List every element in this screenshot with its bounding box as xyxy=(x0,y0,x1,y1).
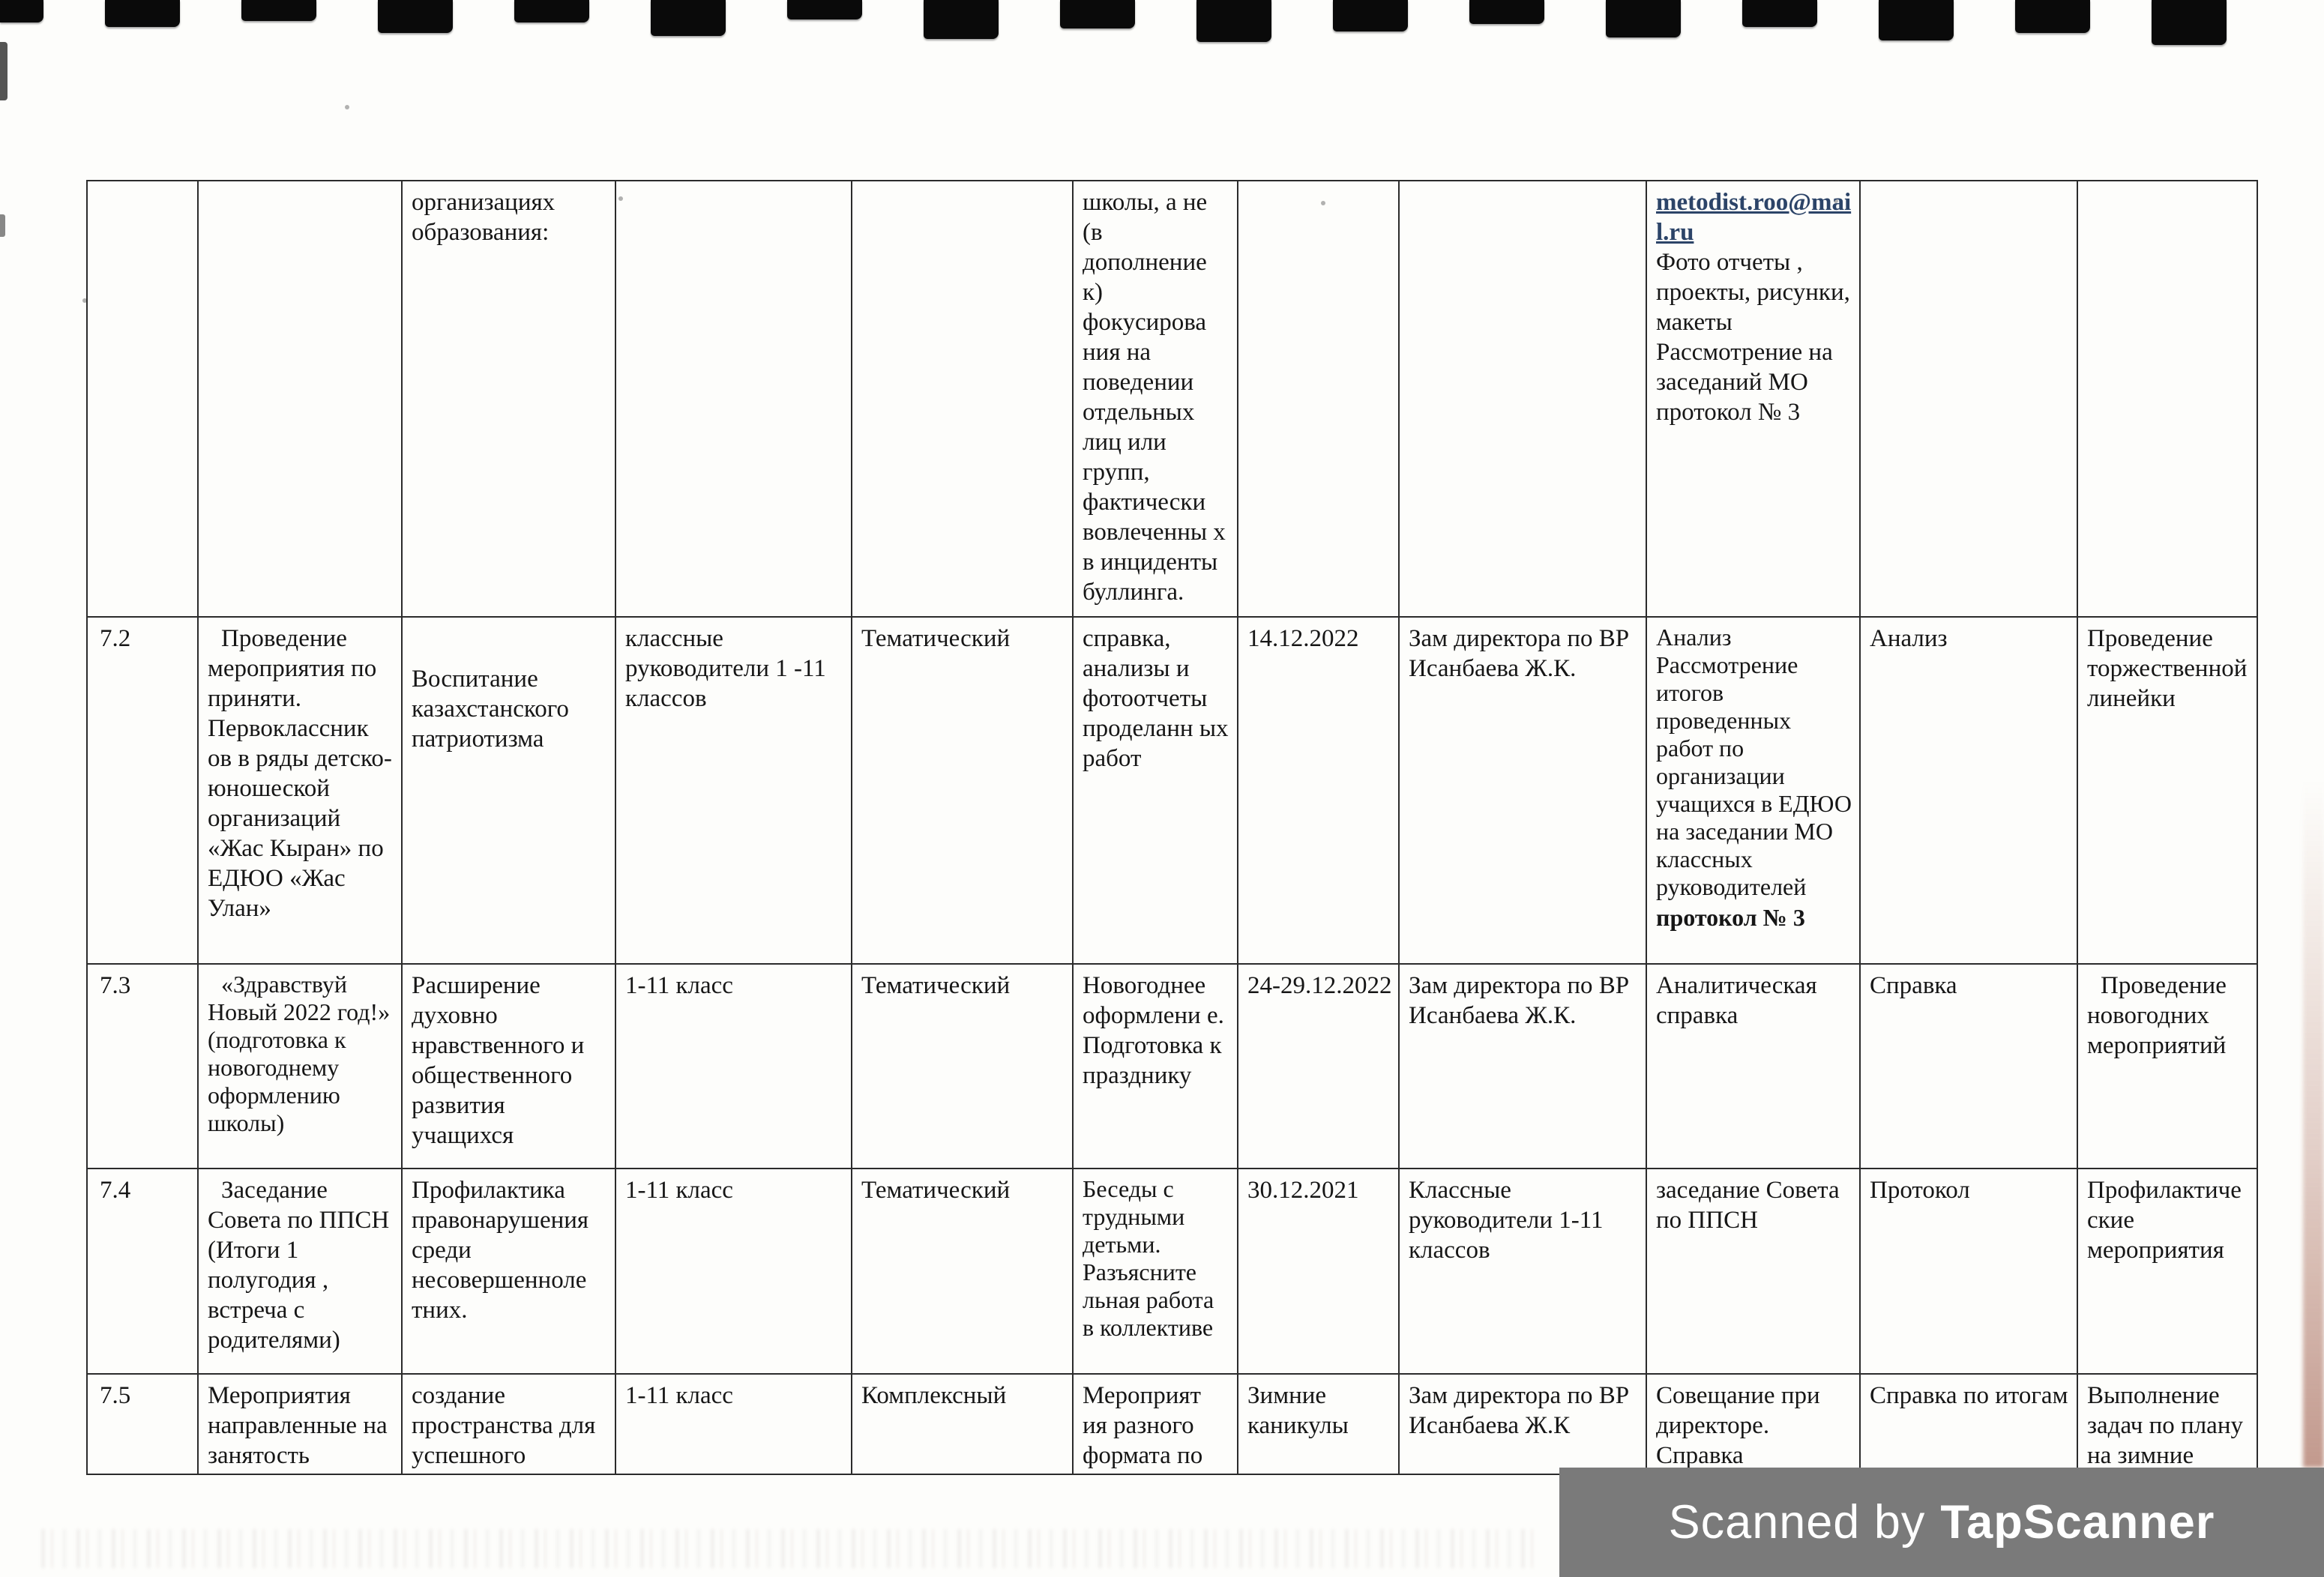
cell-type: Тематический xyxy=(851,616,1074,965)
cell-completion: Справка xyxy=(1859,963,2078,1169)
scan-edge-mark xyxy=(0,214,5,237)
binding-hole-mark xyxy=(1469,0,1544,24)
cell-activity: Проведение мероприятия по приняти. Перво… xyxy=(197,616,403,965)
cell-form: Новогоднее оформлени е. Подготовка к пра… xyxy=(1072,963,1238,1169)
cell-goal: Воспитание казахстанского патриотизма xyxy=(401,616,616,965)
cell-number: 7.4 xyxy=(86,1168,199,1375)
binding-hole-mark xyxy=(2015,0,2090,33)
cell-form: Мероприят ия разного формата по xyxy=(1072,1373,1238,1475)
cell-date: 24-29.12.2022 xyxy=(1237,963,1400,1169)
cell-activity: «Здравствуй Новый 2022 год!» (подготовка… xyxy=(197,963,403,1169)
cell-responsible xyxy=(1398,180,1647,618)
cell-outcome: Анализ Рассмотрение итогов проведенных р… xyxy=(1646,616,1861,965)
outcome-text: заседание Совета по ППСН xyxy=(1656,1177,1840,1234)
cell-completion: Справка по итогам xyxy=(1859,1373,2078,1475)
cell-coverage: 1-11 класс xyxy=(615,1373,852,1475)
cell-responsible: Зам директора по ВР Исанбаева Ж.К xyxy=(1398,1373,1647,1475)
cell-completion xyxy=(1859,180,2078,618)
cell-type xyxy=(851,180,1074,618)
cell-type: Тематический xyxy=(851,1168,1074,1375)
cell-number xyxy=(86,180,199,618)
binding-hole-mark xyxy=(514,0,589,22)
binding-hole-mark xyxy=(1742,0,1817,27)
binding-hole-mark xyxy=(2152,0,2227,45)
page-bleed-through xyxy=(41,1529,1537,1568)
cell-form: Беседы с трудными детьми. Разъясните льн… xyxy=(1072,1168,1238,1375)
cell-goal: создание пространства для успешного xyxy=(401,1373,616,1475)
binding-hole-mark xyxy=(0,0,43,22)
outcome-text: Совещание при директоре. Справка xyxy=(1656,1382,1820,1469)
cell-form: школы, а не (в дополнение к) фокусирова … xyxy=(1072,180,1238,618)
cell-coverage: классные руководители 1 -11 классов xyxy=(615,616,852,965)
binding-hole-mark xyxy=(1196,0,1271,42)
cell-number: 7.3 xyxy=(86,963,199,1169)
cell-result: Проведение торжественной линейки xyxy=(2077,616,2258,965)
cell-result: Профилактиче ские мероприятия xyxy=(2077,1168,2258,1375)
outcome-text: Фото отчеты , проекты, рисунки, макеты Р… xyxy=(1656,249,1850,426)
cell-outcome: заседание Совета по ППСН xyxy=(1646,1168,1861,1375)
watermark-prefix: Scanned by xyxy=(1668,1496,1926,1549)
cell-result xyxy=(2077,180,2258,618)
cell-responsible: Зам директора по ВР Исанбаева Ж.К. xyxy=(1398,963,1647,1169)
cell-date: 30.12.2021 xyxy=(1237,1168,1400,1375)
tapscanner-watermark: Scanned by TapScanner xyxy=(1559,1468,2324,1577)
scan-speck xyxy=(82,298,87,303)
cell-number: 7.2 xyxy=(86,616,199,965)
tapscanner-logo-text: TapScanner xyxy=(1940,1496,2215,1549)
cell-activity: Мероприятия направленные на занятость xyxy=(197,1373,403,1475)
cell-number: 7.5 xyxy=(86,1373,199,1475)
table-row-7-2: 7.2 Проведение мероприятия по приняти. П… xyxy=(86,616,2258,965)
binding-hole-mark xyxy=(1060,0,1135,28)
cell-activity xyxy=(197,180,403,618)
binding-hole-mark xyxy=(924,0,999,39)
scan-edge-mark xyxy=(0,42,7,100)
table-row-7-4: 7.4 Заседание Совета по ППСН (Итоги 1 по… xyxy=(86,1168,2258,1375)
table-row-7-5: 7.5 Мероприятия направленные на занятост… xyxy=(86,1373,2258,1475)
binding-hole-mark xyxy=(378,0,453,33)
cell-outcome: Аналитическая справка xyxy=(1646,963,1861,1169)
work-plan-table: организациях образования: школы, а не (в… xyxy=(86,180,2258,1475)
scan-speck xyxy=(345,105,349,109)
binding-hole-mark xyxy=(787,0,862,19)
binding-hole-mark xyxy=(1333,0,1408,31)
cell-result: Проведение новогодних мероприятий xyxy=(2077,963,2258,1169)
cell-outcome: metodist.roo@mail.ru Фото отчеты , проек… xyxy=(1646,180,1861,618)
outcome-text: Анализ Рассмотрение итогов проведенных р… xyxy=(1656,624,1852,900)
email-link: metodist.roo@mail.ru xyxy=(1656,189,1852,246)
cell-completion: Протокол xyxy=(1859,1168,2078,1375)
cell-goal: организациях образования: xyxy=(401,180,616,618)
cell-responsible: Классные руководители 1-11 классов xyxy=(1398,1168,1647,1375)
cell-outcome: Совещание при директоре. Справка xyxy=(1646,1373,1861,1475)
cell-date: Зимние каникулы xyxy=(1237,1373,1400,1475)
cell-type: Тематический xyxy=(851,963,1074,1169)
notebook-edge-shadow xyxy=(2303,780,2324,1468)
binding-hole-mark xyxy=(1879,0,1954,40)
binding-hole-mark xyxy=(1606,0,1681,37)
protocol-note: протокол № 3 xyxy=(1656,904,1805,931)
cell-coverage xyxy=(615,180,852,618)
spiral-binding xyxy=(0,0,2324,52)
cell-goal: Профилактика правонарушения среди несове… xyxy=(401,1168,616,1375)
outcome-text: Аналитическая справка xyxy=(1656,972,1817,1029)
table-row-continuation: организациях образования: школы, а не (в… xyxy=(86,180,2258,618)
cell-type: Комплексный xyxy=(851,1373,1074,1475)
plan-table: организациях образования: школы, а не (в… xyxy=(86,180,2258,1475)
table-row-7-3: 7.3 «Здравствуй Новый 2022 год!» (подгот… xyxy=(86,963,2258,1169)
cell-coverage: 1-11 класс xyxy=(615,963,852,1169)
binding-hole-mark xyxy=(105,0,180,27)
cell-result: Выполнение задач по плану на зимние xyxy=(2077,1373,2258,1475)
cell-date xyxy=(1237,180,1400,618)
cell-goal: Расширение духовно нравственного и общес… xyxy=(401,963,616,1169)
cell-date: 14.12.2022 xyxy=(1237,616,1400,965)
cell-form: справка, анализы и фотоотчеты проделанн … xyxy=(1072,616,1238,965)
cell-coverage: 1-11 класс xyxy=(615,1168,852,1375)
cell-responsible: Зам директора по ВР Исанбаева Ж.К. xyxy=(1398,616,1647,965)
cell-completion: Анализ xyxy=(1859,616,2078,965)
binding-hole-mark xyxy=(241,0,316,21)
cell-activity: Заседание Совета по ППСН (Итоги 1 полуго… xyxy=(197,1168,403,1375)
binding-hole-mark xyxy=(651,0,726,36)
